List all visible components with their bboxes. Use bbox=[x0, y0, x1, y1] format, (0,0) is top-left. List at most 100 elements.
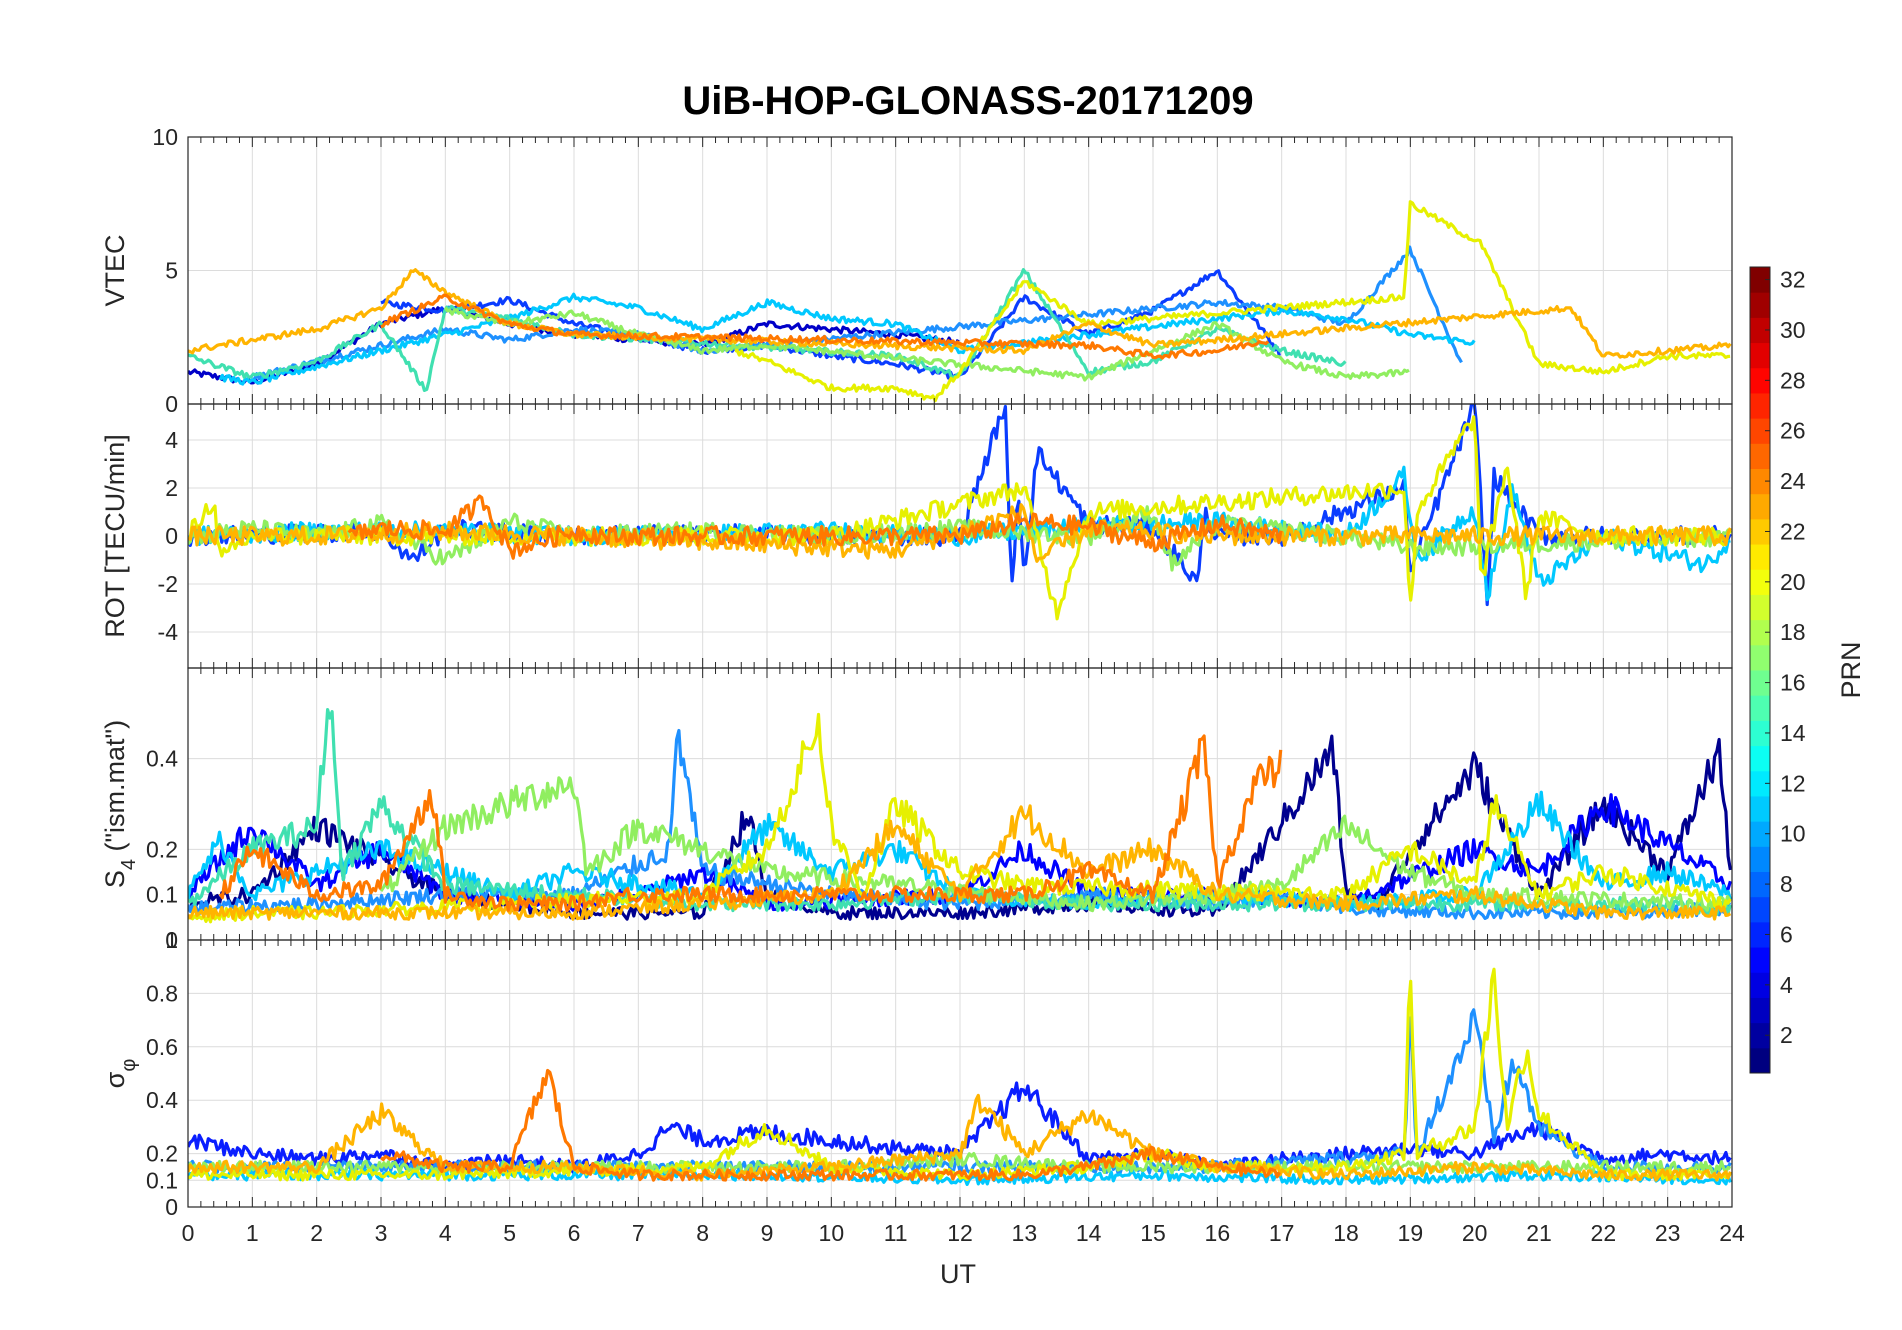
x-tick-label: 18 bbox=[1333, 1220, 1359, 1246]
x-tick-label: 15 bbox=[1140, 1220, 1166, 1246]
series-line-prn-24 bbox=[347, 494, 1283, 560]
panel-s4: 00.10.20.4S4 ("ism.mat") bbox=[100, 667, 1733, 953]
x-tick-label: 2 bbox=[310, 1220, 323, 1246]
colorbar-segment bbox=[1750, 795, 1770, 822]
x-tick-label: 16 bbox=[1205, 1220, 1231, 1246]
y-tick-label: 0.1 bbox=[146, 1167, 178, 1193]
colorbar-segment bbox=[1750, 418, 1770, 444]
colorbar-segment bbox=[1750, 493, 1770, 520]
colorbar-tick-label: 18 bbox=[1780, 619, 1806, 645]
x-tick-label: 10 bbox=[819, 1220, 845, 1246]
y-tick-label: 4 bbox=[165, 427, 178, 453]
y-tick-label: 5 bbox=[165, 258, 178, 284]
y-tick-label: 0 bbox=[165, 391, 178, 417]
colorbar-segment bbox=[1750, 821, 1770, 847]
x-tick-label: 19 bbox=[1398, 1220, 1424, 1246]
y-tick-label: 0.6 bbox=[146, 1034, 178, 1060]
series-group bbox=[188, 404, 1732, 621]
y-tick-label: 2 bbox=[165, 475, 178, 501]
chart-title: UiB-HOP-GLONASS-20171209 bbox=[682, 79, 1253, 123]
colorbar-tick-label: 20 bbox=[1780, 569, 1806, 595]
x-axis: 0 1 2 3 4 5 6 7 8 9 10 11 12 13 14 15 16 17 18 19 20 21 22 23 24 bbox=[182, 1220, 1745, 1246]
y-axis-label-main: σ bbox=[100, 1071, 130, 1088]
panel-rot: -4 -2 0 2 4 ROT [TECU/min] bbox=[100, 403, 1733, 669]
x-tick-label: 7 bbox=[632, 1220, 645, 1246]
colorbar-segment bbox=[1750, 619, 1770, 646]
y-axis-label-sub: φ bbox=[118, 1059, 140, 1072]
y-tick-label: 0 bbox=[165, 1194, 178, 1220]
x-tick-label: 6 bbox=[568, 1220, 581, 1246]
x-tick-label: 5 bbox=[503, 1220, 516, 1246]
series-line-prn-22 bbox=[188, 268, 1732, 359]
colorbar-tick-label: 2 bbox=[1780, 1022, 1793, 1048]
series-line-prn-22 bbox=[188, 1093, 1732, 1182]
colorbar-tick-label: 24 bbox=[1780, 468, 1806, 494]
colorbar-segment bbox=[1750, 544, 1770, 570]
y-tick-label: 0.2 bbox=[146, 836, 178, 862]
colorbar-tick-label: 12 bbox=[1780, 770, 1806, 796]
series-line-prn-20 bbox=[188, 415, 1732, 621]
y-axis-label-tail: ("ism.mat") bbox=[100, 720, 130, 859]
x-tick-label: 23 bbox=[1655, 1220, 1681, 1246]
y-axis-label: σφ bbox=[100, 1059, 140, 1089]
y-tick-label: 0.8 bbox=[146, 980, 178, 1006]
y-tick-label: -2 bbox=[158, 571, 178, 597]
colorbar-segment bbox=[1750, 392, 1770, 419]
x-tick-label: 9 bbox=[761, 1220, 774, 1246]
y-axis-label: ROT [TECU/min] bbox=[100, 434, 130, 638]
y-tick-label: 1 bbox=[165, 927, 178, 953]
colorbar-segment bbox=[1750, 569, 1770, 595]
colorbar-segment bbox=[1750, 1022, 1770, 1049]
x-tick-label: 13 bbox=[1012, 1220, 1038, 1246]
x-tick-label: 20 bbox=[1462, 1220, 1488, 1246]
series-group bbox=[188, 708, 1732, 924]
series-group bbox=[188, 967, 1732, 1186]
colorbar-tick-label: 16 bbox=[1780, 670, 1806, 696]
y-tick-label: 10 bbox=[152, 124, 178, 150]
series-line-prn-20 bbox=[188, 967, 1732, 1182]
series-line-prn-22 bbox=[188, 804, 1732, 921]
colorbar-segment bbox=[1750, 292, 1770, 318]
x-tick-label: 22 bbox=[1591, 1220, 1617, 1246]
y-tick-label: 0 bbox=[165, 927, 178, 953]
x-tick-label: 8 bbox=[696, 1220, 709, 1246]
colorbar-segment bbox=[1750, 846, 1770, 872]
x-tick-label: 24 bbox=[1719, 1220, 1745, 1246]
x-tick-label: 21 bbox=[1526, 1220, 1552, 1246]
colorbar-tick-label: 6 bbox=[1780, 921, 1793, 947]
colorbar-segment bbox=[1750, 317, 1770, 344]
series-line-prn-24 bbox=[380, 293, 1270, 360]
colorbar-segment bbox=[1750, 947, 1770, 973]
colorbar-tick-label: 14 bbox=[1780, 720, 1806, 746]
colorbar-segment bbox=[1750, 972, 1770, 998]
x-tick-label: 4 bbox=[439, 1220, 452, 1246]
x-tick-label: 3 bbox=[375, 1220, 388, 1246]
y-tick-label: 0.4 bbox=[146, 1087, 178, 1113]
x-tick-label: 11 bbox=[884, 1220, 908, 1246]
colorbar-segment bbox=[1750, 367, 1770, 394]
colorbar-segment bbox=[1750, 720, 1770, 747]
series-line-prn-16 bbox=[188, 505, 1732, 572]
y-tick-label: -4 bbox=[158, 619, 179, 645]
colorbar-tick-label: 10 bbox=[1780, 821, 1806, 847]
colorbar-segment bbox=[1750, 518, 1770, 545]
colorbar-segment bbox=[1750, 745, 1770, 772]
colorbar-segment bbox=[1750, 267, 1770, 293]
panel-vtec: 0 5 10 VTEC bbox=[100, 124, 1733, 417]
x-tick-label: 17 bbox=[1269, 1220, 1295, 1246]
colorbar-segment bbox=[1750, 468, 1770, 495]
colorbar-tick-label: 4 bbox=[1780, 972, 1793, 998]
colorbar-segment bbox=[1750, 997, 1770, 1024]
x-axis-label: UT bbox=[940, 1259, 976, 1289]
x-tick-label: 0 bbox=[182, 1220, 195, 1246]
series-line-prn-24 bbox=[218, 734, 1283, 913]
colorbar-segment bbox=[1750, 921, 1770, 948]
y-tick-label: 0 bbox=[165, 523, 178, 549]
colorbar-segment bbox=[1750, 644, 1770, 671]
colorbar-segment bbox=[1750, 670, 1770, 696]
x-tick-label: 12 bbox=[947, 1220, 973, 1246]
series-line-prn-20 bbox=[734, 200, 1731, 403]
colorbar-segment bbox=[1750, 342, 1770, 369]
